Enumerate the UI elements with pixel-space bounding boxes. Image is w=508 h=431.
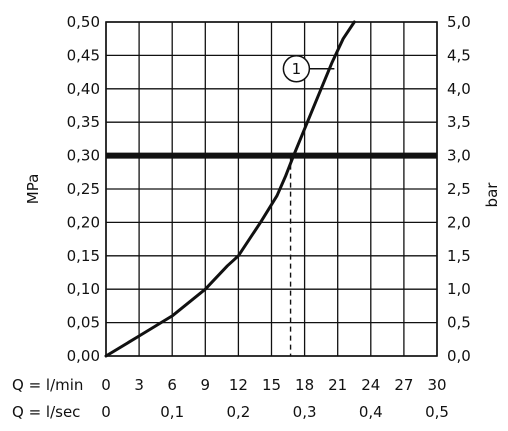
- x-tick-label-lmin: 24: [361, 376, 380, 394]
- y-tick-label-right: 1,0: [447, 280, 471, 298]
- plot-frame: [105, 21, 438, 357]
- y-tick-label-left: 0,10: [67, 280, 100, 298]
- y-tick-label-left: 0,20: [67, 213, 100, 231]
- x-tick-label-lsec: 0,5: [425, 403, 449, 421]
- x-tick-label-lsec: 0,4: [359, 403, 383, 421]
- y-tick-label-right: 0,0: [447, 347, 471, 365]
- x-tick-label-lmin: 27: [394, 376, 413, 394]
- x-tick-label-lsec: 0,1: [160, 403, 184, 421]
- x-tick-label-lmin: 30: [427, 376, 446, 394]
- y-tick-label-right: 0,5: [447, 314, 471, 332]
- callout-group: 1: [282, 55, 335, 83]
- y-tick-label-right: 4,0: [447, 80, 471, 98]
- y-tick-label-left: 0,35: [67, 113, 100, 131]
- x-tick-label-lmin: 12: [229, 376, 248, 394]
- y-tick-label-left: 0,45: [67, 46, 100, 64]
- y-tick-label-left: 0,25: [67, 180, 100, 198]
- x-tick-label-lsec: 0: [101, 403, 111, 421]
- callout-label: 1: [292, 60, 302, 78]
- x-tick-label-lmin: 3: [134, 376, 144, 394]
- x-tick-label-lmin: 15: [262, 376, 281, 394]
- y-tick-label-right: 5,0: [447, 13, 471, 31]
- x-tick-label-lmin: 0: [101, 376, 111, 394]
- x-tick-label-lsec: 0,2: [226, 403, 250, 421]
- y-tick-label-left: 0,05: [67, 314, 100, 332]
- y-tick-label-right: 2,0: [447, 213, 471, 231]
- grid: [105, 21, 438, 357]
- y-axis-title-left: MPa: [24, 174, 42, 205]
- y-tick-label-left: 0,50: [67, 13, 100, 31]
- y-tick-label-left: 0,00: [67, 347, 100, 365]
- x-tick-label-lmin: 6: [167, 376, 177, 394]
- y-tick-label-left: 0,15: [67, 247, 100, 265]
- y-tick-label-left: 0,40: [67, 80, 100, 98]
- y-tick-label-right: 2,5: [447, 180, 471, 198]
- x-axis-title-lmin: Q = l/min: [12, 376, 83, 394]
- y-tick-label-right: 3,0: [447, 147, 471, 165]
- x-tick-label-lmin: 18: [295, 376, 314, 394]
- y-axis-title-right: bar: [483, 182, 501, 208]
- x-tick-label-lmin: 9: [201, 376, 211, 394]
- y-tick-label-right: 1,5: [447, 247, 471, 265]
- callout-circle: [282, 55, 311, 83]
- y-tick-label-right: 3,5: [447, 113, 471, 131]
- y-tick-label-left: 0,30: [67, 147, 100, 165]
- x-axis-title-lsec: Q = l/sec: [12, 403, 80, 421]
- tick-labels: 0,000,050,100,150,200,250,300,350,400,45…: [67, 13, 471, 421]
- y-tick-label-right: 4,5: [447, 46, 471, 64]
- x-tick-label-lmin: 21: [328, 376, 347, 394]
- x-tick-label-lsec: 0,3: [293, 403, 317, 421]
